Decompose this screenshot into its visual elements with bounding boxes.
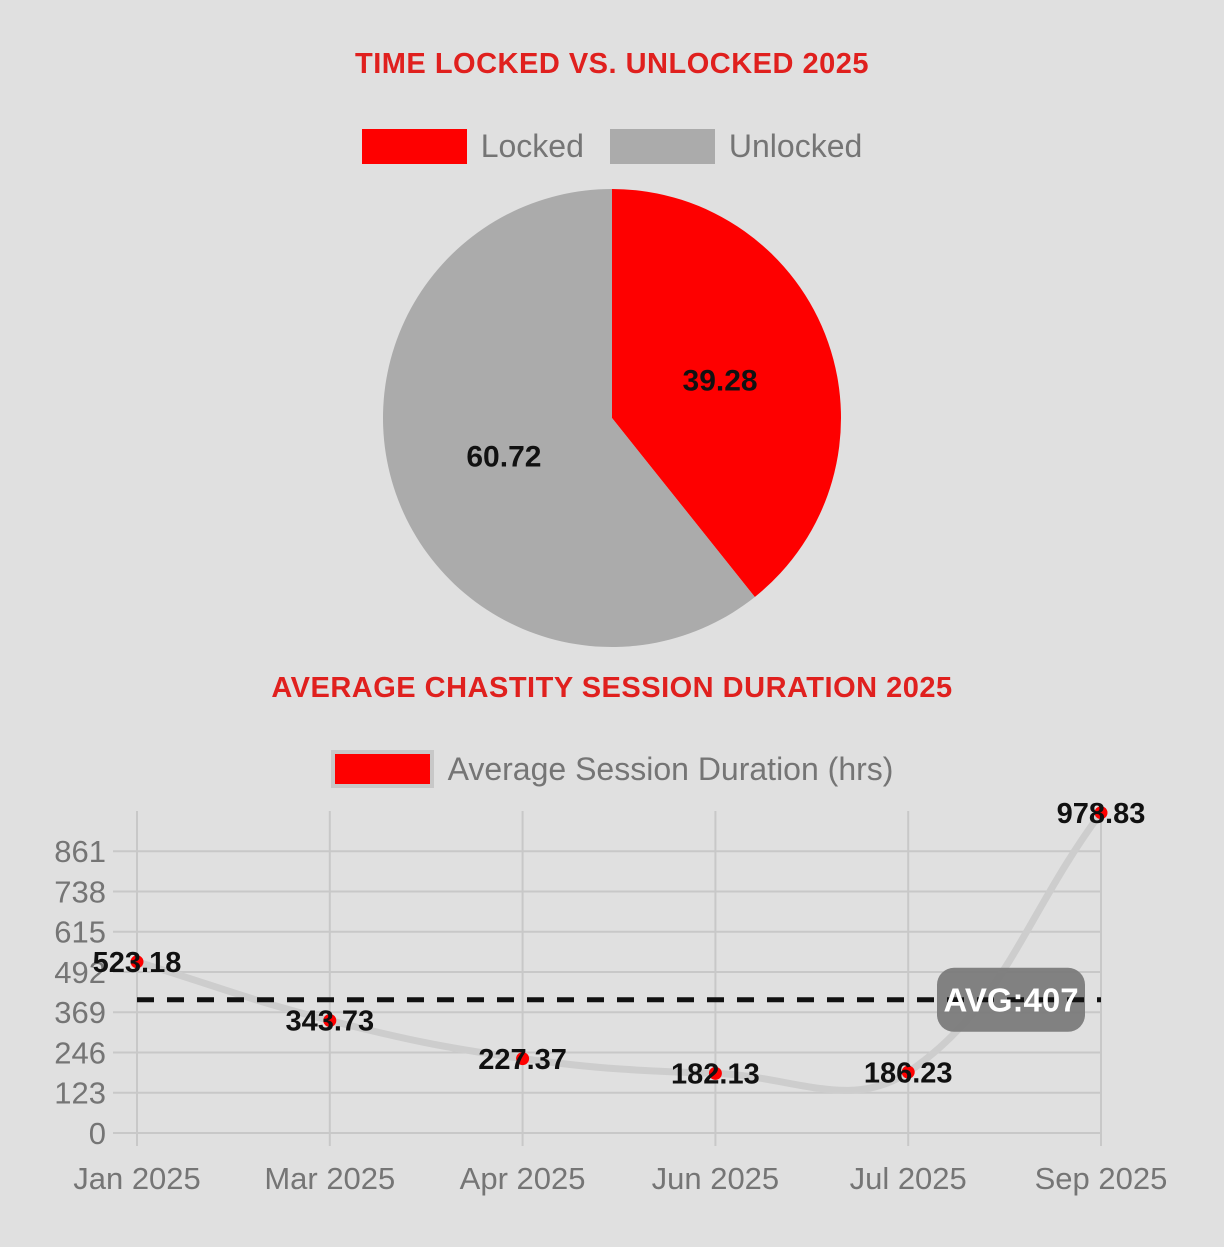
x-axis-tick-label: Jan 2025: [73, 1161, 201, 1196]
pie-slice-unlocked: [382, 189, 755, 647]
pie-slice-value: 39.28: [683, 365, 758, 398]
x-axis-tick-label: Jul 2025: [850, 1161, 967, 1196]
line-chart-svg[interactable]: 0 123 246 369 492 615 738 861 Jan 2025 Mar 2025 Ap…: [0, 780, 1224, 1247]
legend-label-locked: Locked: [480, 128, 584, 164]
pie-slice-value: 60.72: [466, 440, 541, 473]
data-point-label: 343.73: [285, 1006, 374, 1038]
data-point-label: 978.83: [1057, 798, 1146, 830]
x-axis-tick-label: Sep 2025: [1035, 1161, 1168, 1196]
y-axis-tick-label: 246: [54, 1035, 106, 1070]
avg-session-duration-line: [133, 809, 1105, 1094]
data-point: [130, 955, 144, 969]
y-axis-tick-label: 123: [54, 1076, 106, 1111]
line-chart-title: AVERAGE CHASTITY SESSION DURATION 2025: [271, 672, 953, 704]
data-point: [901, 1065, 915, 1079]
legend-item-avg-session-duration[interactable]: Average Session Duration (hrs): [330, 750, 894, 788]
y-axis-tick-label: 738: [54, 874, 106, 909]
data-point-label: 227.37: [478, 1044, 567, 1076]
x-axis-tick-label: Mar 2025: [264, 1161, 395, 1196]
y-axis-tick-label: 369: [54, 995, 106, 1030]
y-axis-tick-label: 0: [89, 1116, 106, 1151]
line-legend: Average Session Duration (hrs): [0, 750, 1224, 788]
x-axis-tick-label: Apr 2025: [460, 1161, 586, 1196]
legend-item-locked[interactable]: Locked: [361, 128, 584, 165]
y-axis-tick-label: 615: [54, 915, 106, 950]
legend-item-unlocked[interactable]: Unlocked: [609, 128, 863, 165]
unlocked-swatch: [609, 129, 715, 164]
pie-legend: Locked Unlocked: [0, 128, 1224, 165]
data-point: [708, 1066, 722, 1080]
y-axis-tick-label: 492: [54, 955, 106, 990]
avg-badge-label: AVG:407: [943, 981, 1078, 1018]
data-point: [516, 1052, 530, 1066]
data-point: [323, 1014, 337, 1027]
data-point-label: 523.18: [93, 947, 182, 979]
y-axis-tick-label: 861: [54, 834, 106, 869]
legend-label-unlocked: Unlocked: [728, 128, 863, 164]
locked-swatch: [361, 129, 467, 164]
pie-chart-title: TIME LOCKED VS. UNLOCKED 2025: [354, 48, 870, 80]
data-point-label: 186.23: [864, 1057, 953, 1089]
pie-slice-locked: [612, 189, 841, 597]
pie-chart-svg[interactable]: 39.28 60.72: [382, 188, 842, 648]
legend-label-avg-session-duration: Average Session Duration (hrs): [447, 750, 894, 787]
data-point: [1094, 806, 1108, 820]
avg-session-duration-swatch: [330, 750, 434, 788]
x-axis-tick-label: Jun 2025: [652, 1161, 780, 1196]
data-point-label: 182.13: [671, 1059, 760, 1091]
